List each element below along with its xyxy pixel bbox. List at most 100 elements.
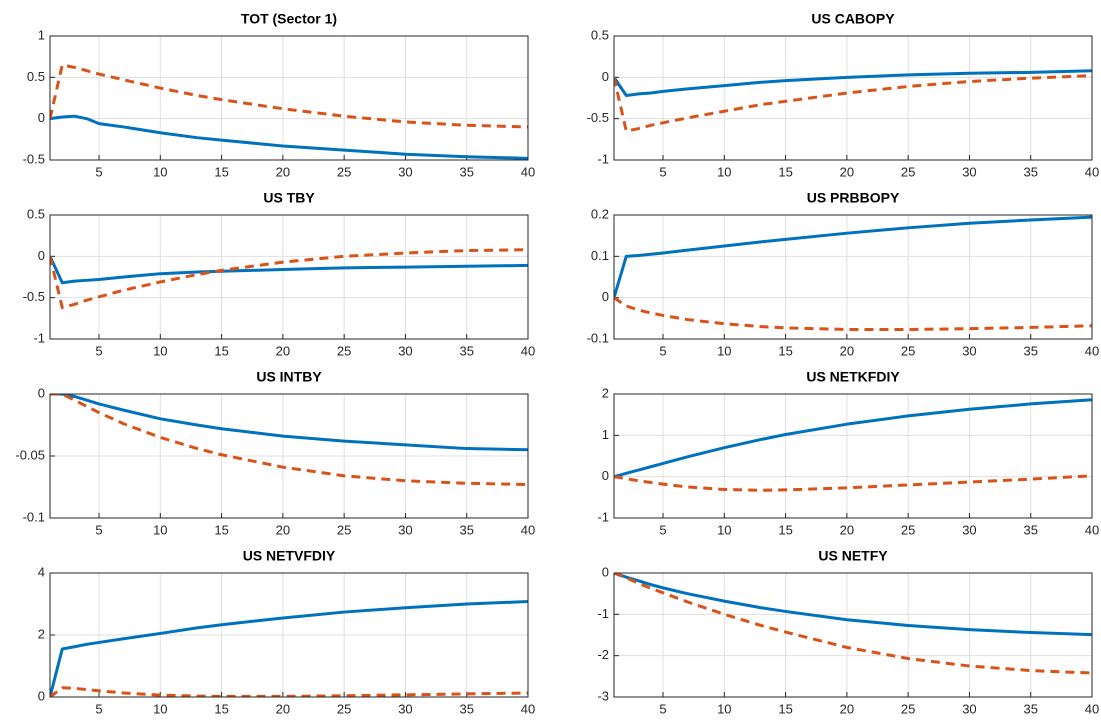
x-tick-label: 5: [659, 522, 666, 537]
x-tick-label: 30: [398, 164, 412, 179]
chart-title: US NETKFDIY: [806, 369, 900, 385]
x-tick-label: 35: [459, 343, 473, 358]
x-tick-label: 35: [1023, 164, 1037, 179]
x-tick-label: 40: [1085, 701, 1099, 716]
x-tick-label: 10: [153, 343, 167, 358]
subplot: 5 10 15 20 25 30 35 40 -0.1 0 0.1 0.2 US PRBBOPY: [587, 190, 1100, 359]
x-tick-label: 30: [962, 343, 976, 358]
axes-box: [49, 214, 529, 340]
y-tick-label: -2: [597, 647, 609, 662]
y-tick-label: 0.1: [591, 248, 609, 263]
x-tick-label: 25: [901, 701, 915, 716]
x-tick-label: 35: [459, 701, 473, 716]
y-tick-label: 0.5: [27, 206, 45, 221]
chart-title: US CABOPY: [811, 11, 895, 27]
y-tick-label: -0.1: [23, 509, 45, 524]
chart-title: US PRBBOPY: [807, 190, 900, 206]
y-tick-label: -1: [597, 509, 609, 524]
y-tick-label: 0.5: [591, 27, 609, 42]
subplot: 5 10 15 20 25 30 35 40 -3 -2 -1 0 US NETFY: [597, 548, 1099, 717]
y-tick-label: -1: [597, 151, 609, 166]
y-tick-label: -0.1: [587, 330, 609, 345]
y-tick-label: 0: [602, 289, 609, 304]
subplot: 5 10 15 20 25 30 35 40 -1 0 1 2 US NETKFDIY: [597, 369, 1099, 538]
x-tick-label: 10: [153, 701, 167, 716]
chart-title: US TBY: [263, 190, 315, 206]
x-tick-label: 40: [1085, 522, 1099, 537]
x-tick-label: 25: [901, 343, 915, 358]
data-line: [50, 394, 528, 487]
data-line: [50, 255, 528, 285]
subplot: 5 10 15 20 25 30 35 40 -0.5 0 0.5 1 TOT (Sector 1): [23, 11, 536, 180]
x-tick-label: 30: [962, 164, 976, 179]
x-tick-label: 25: [337, 164, 351, 179]
x-tick-label: 35: [1023, 522, 1037, 537]
chart-title: US NETFY: [818, 548, 888, 564]
x-tick-label: 20: [840, 343, 854, 358]
axes-box: [613, 214, 1093, 340]
y-tick-label: 4: [38, 564, 45, 579]
x-tick-label: 20: [276, 343, 290, 358]
x-tick-label: 30: [398, 522, 412, 537]
y-tick-label: 2: [602, 385, 609, 400]
x-tick-label: 25: [901, 164, 915, 179]
chart-title: US INTBY: [256, 369, 322, 385]
x-tick-label: 5: [95, 701, 102, 716]
data-line: [50, 394, 528, 452]
y-tick-label: 0.5: [27, 69, 45, 84]
y-tick-label: 2: [38, 626, 45, 641]
x-tick-label: 15: [778, 343, 792, 358]
plot-area: [614, 215, 1092, 339]
x-tick-label: 25: [337, 701, 351, 716]
x-tick-label: 10: [153, 522, 167, 537]
data-line: [614, 474, 1092, 492]
data-line: [50, 600, 528, 697]
x-tick-label: 40: [521, 701, 535, 716]
plot-area: [614, 36, 1092, 160]
subplot: 5 10 15 20 25 30 35 40 -1 -0.5 0 0.5 US TBY: [23, 190, 536, 359]
axes-box: [49, 393, 529, 519]
subplot: 5 10 15 20 25 30 35 40 -1 -0.5 0 0.5 US CABOPY: [587, 11, 1100, 180]
data-line: [614, 74, 1092, 133]
plot-area: [614, 573, 1092, 697]
x-tick-label: 20: [840, 164, 854, 179]
x-tick-label: 30: [962, 522, 976, 537]
data-line: [614, 215, 1092, 299]
x-tick-label: 30: [398, 343, 412, 358]
x-tick-label: 15: [214, 164, 228, 179]
x-tick-label: 30: [962, 701, 976, 716]
x-tick-label: 35: [459, 164, 473, 179]
y-tick-label: 1: [602, 427, 609, 442]
x-tick-label: 40: [521, 164, 535, 179]
y-tick-label: -3: [597, 688, 609, 703]
y-tick-label: 0: [38, 385, 45, 400]
x-tick-label: 10: [153, 164, 167, 179]
x-tick-label: 35: [1023, 701, 1037, 716]
y-tick-label: -1: [597, 606, 609, 621]
x-tick-label: 5: [95, 164, 102, 179]
x-tick-label: 20: [276, 522, 290, 537]
data-line: [50, 686, 528, 697]
y-tick-label: 0.2: [591, 206, 609, 221]
x-tick-label: 40: [521, 343, 535, 358]
x-tick-label: 15: [778, 701, 792, 716]
axes-box: [49, 572, 529, 698]
x-tick-label: 20: [276, 164, 290, 179]
axes-box: [613, 572, 1093, 698]
x-tick-label: 35: [1023, 343, 1037, 358]
x-tick-label: 10: [717, 343, 731, 358]
x-tick-label: 20: [276, 701, 290, 716]
x-tick-label: 5: [659, 343, 666, 358]
y-tick-label: 0: [602, 468, 609, 483]
subplot: 5 10 15 20 25 30 35 40 0 2 4 US NETVFDIY: [38, 548, 535, 717]
chart-title: TOT (Sector 1): [241, 11, 337, 27]
x-tick-label: 20: [840, 701, 854, 716]
data-line: [50, 248, 528, 310]
x-tick-label: 5: [659, 701, 666, 716]
subplot: 5 10 15 20 25 30 35 40 -0.1 -0.05 0 US INTBY: [15, 369, 535, 538]
data-line: [614, 69, 1092, 98]
x-tick-label: 25: [901, 522, 915, 537]
x-tick-label: 15: [214, 343, 228, 358]
